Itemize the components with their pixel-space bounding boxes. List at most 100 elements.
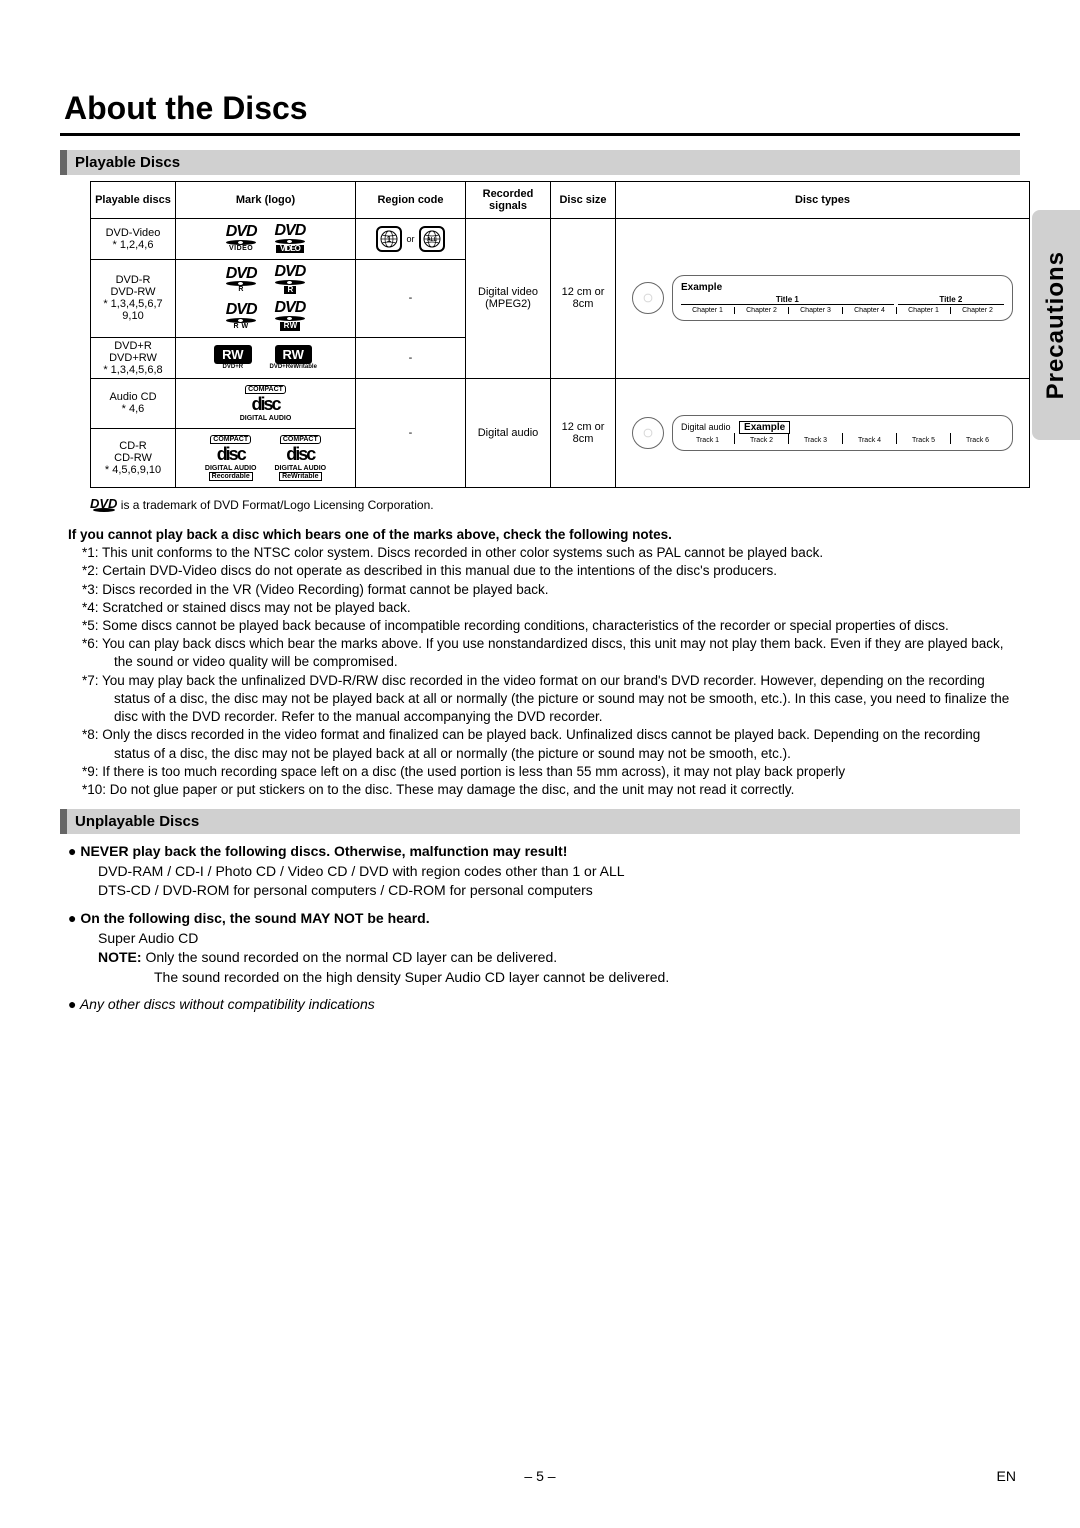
- cell-size: 12 cm or 8cm: [551, 219, 616, 379]
- title-1: Title 1: [681, 295, 894, 305]
- cell-disc: DVD-R DVD-RW * 1,3,4,5,6,7 9,10: [91, 260, 176, 337]
- table-row: DVD-Video * 1,2,4,6 DVDVIDEO DVDVIDEO 1 …: [91, 219, 1030, 260]
- cell-logo: RWDVD+R RWDVD+ReWritable: [176, 337, 356, 378]
- disc-icon: [632, 417, 664, 449]
- example-box-audio: Digital audio Example Track 1 Track 2 Tr…: [672, 415, 1013, 451]
- bullet-line: DTS-CD / DVD-ROM for personal computers …: [82, 882, 593, 898]
- footer: – 5 – EN: [0, 1468, 1080, 1484]
- table-row: Audio CD * 4,6 COMPACT disc DIGITAL AUDI…: [91, 378, 1030, 428]
- da-label: Digital audio: [681, 422, 731, 432]
- bullet-line: Super Audio CD: [82, 930, 198, 946]
- disc-sub: * 1,3,4,5,6,8: [95, 364, 171, 376]
- unplayable-bullets: ● NEVER play back the following discs. O…: [66, 842, 1020, 1015]
- lang-code: EN: [976, 1468, 1016, 1484]
- side-tab-label: Precautions: [1042, 251, 1070, 399]
- cdr-logo: COMPACTdisc DIGITAL AUDIO Recordable: [205, 435, 257, 481]
- dvdr-logo: DVDR: [226, 268, 257, 293]
- disc-label: DVD+R DVD+RW: [95, 340, 171, 364]
- rw-plus-rw: RWDVD+ReWritable: [270, 345, 317, 370]
- note-item: *7: You may play back the unfinalized DV…: [68, 672, 1020, 727]
- cell-region-dash: -: [356, 337, 466, 378]
- cell-types: Digital audio Example Track 1 Track 2 Tr…: [616, 378, 1030, 487]
- note-item: *3: Discs recorded in the VR (Video Reco…: [68, 581, 1020, 599]
- cell-logo: COMPACTdisc DIGITAL AUDIO Recordable COM…: [176, 428, 356, 487]
- th-mark: Mark (logo): [176, 182, 356, 219]
- cell-disc: DVD+R DVD+RW * 1,3,4,5,6,8: [91, 337, 176, 378]
- disc-sub: * 1,2,4,6: [95, 239, 171, 251]
- cell-disc: Audio CD * 4,6: [91, 378, 176, 428]
- disc-icon: [632, 282, 664, 314]
- side-tab: Precautions: [1032, 210, 1080, 440]
- svg-text:1: 1: [387, 235, 392, 244]
- note-item: *6: You can play back discs which bear t…: [68, 635, 1020, 671]
- cell-logo: COMPACT disc DIGITAL AUDIO: [176, 378, 356, 428]
- bullet-note: The sound recorded on the high density S…: [82, 969, 669, 985]
- example-label: Example: [681, 282, 722, 293]
- th-signals: Recorded signals: [466, 182, 551, 219]
- example-box: Example Title 1 Title 2 Chapter 1 Chapte…: [672, 275, 1013, 321]
- cdrw-logo: COMPACTdisc DIGITAL AUDIO ReWritable: [275, 435, 327, 481]
- cell-logo: DVDVIDEO DVDVIDEO: [176, 219, 356, 260]
- dvdr-logo-rev: DVDR: [275, 266, 306, 294]
- dvd-mark-icon: DVD: [90, 499, 117, 512]
- note-item: *10: Do not glue paper or put stickers o…: [68, 781, 1020, 799]
- disc-sub: * 1,3,4,5,6,7 9,10: [95, 298, 171, 322]
- trademark-text: is a trademark of DVD Format/Logo Licens…: [121, 498, 434, 512]
- dvdrw-logo: DVDR W: [226, 304, 257, 329]
- cell-types: Example Title 1 Title 2 Chapter 1 Chapte…: [616, 219, 1030, 379]
- disc-label: Audio CD: [95, 391, 171, 403]
- bullet-title: On the following disc, the sound MAY NOT…: [80, 910, 429, 926]
- disc-label: DVD-R DVD-RW: [95, 274, 171, 298]
- note-item: *4: Scratched or stained discs may not b…: [68, 599, 1020, 617]
- cell-region: 1 or ALL: [356, 219, 466, 260]
- dvd-video-logo: DVDVIDEO: [226, 226, 257, 251]
- region-or: or: [406, 234, 414, 244]
- dvdrw-logo-rev: DVDR W: [275, 302, 306, 330]
- cell-disc: DVD-Video * 1,2,4,6: [91, 219, 176, 260]
- notes-block: If you cannot play back a disc which bea…: [68, 526, 1020, 799]
- trademark-note: DVD is a trademark of DVD Format/Logo Li…: [90, 498, 1020, 512]
- page-title: About the Discs: [60, 90, 1020, 127]
- cell-size: 12 cm or 8cm: [551, 378, 616, 487]
- svg-text:ALL: ALL: [427, 237, 437, 243]
- cell-region-dash: -: [356, 260, 466, 337]
- bullet-title: NEVER play back the following discs. Oth…: [80, 843, 567, 859]
- note-item: *9: If there is too much recording space…: [68, 763, 1020, 781]
- note-item: *1: This unit conforms to the NTSC color…: [68, 544, 1020, 562]
- cell-logo: DVDR DVDR DVDR W DVDR W: [176, 260, 356, 337]
- dvd-video-logo-rev: DVDVIDEO: [275, 225, 306, 253]
- th-playable: Playable discs: [91, 182, 176, 219]
- note-item: *5: Some discs cannot be played back bec…: [68, 617, 1020, 635]
- bullet-note: NOTE: Only the sound recorded on the nor…: [82, 949, 557, 965]
- section-unplayable: Unplayable Discs: [60, 809, 1020, 834]
- th-region: Region code: [356, 182, 466, 219]
- cell-signals: Digital video (MPEG2): [466, 219, 551, 379]
- bullet-item: ● On the following disc, the sound MAY N…: [66, 909, 1020, 987]
- page-number: – 5 –: [104, 1468, 976, 1484]
- disc-sub: * 4,5,6,9,10: [95, 464, 171, 476]
- title-rule: [60, 133, 1020, 136]
- region-1-icon: 1: [376, 226, 402, 252]
- bullet-item: ● NEVER play back the following discs. O…: [66, 842, 1020, 901]
- cell-signals: Digital audio: [466, 378, 551, 487]
- th-size: Disc size: [551, 182, 616, 219]
- region-all-icon: ALL: [419, 226, 445, 252]
- note-item: *8: Only the discs recorded in the video…: [68, 726, 1020, 762]
- th-types: Disc types: [616, 182, 1030, 219]
- section-playable: Playable Discs: [60, 150, 1020, 175]
- notes-heading: If you cannot play back a disc which bea…: [68, 526, 1020, 544]
- disc-label: DVD-Video: [95, 227, 171, 239]
- cell-region-dash: -: [356, 378, 466, 487]
- bullet-item: ● Any other discs without compatibility …: [66, 995, 1020, 1015]
- cd-logo: COMPACT disc DIGITAL AUDIO: [240, 385, 292, 422]
- rw-plus-r: RWDVD+R: [214, 345, 251, 370]
- bullet-line: Any other discs without compatibility in…: [80, 996, 375, 1012]
- cell-disc: CD-R CD-RW * 4,5,6,9,10: [91, 428, 176, 487]
- bullet-line: DVD-RAM / CD-I / Photo CD / Video CD / D…: [82, 863, 625, 879]
- playable-table: Playable discs Mark (logo) Region code R…: [90, 181, 1030, 488]
- note-item: *2: Certain DVD-Video discs do not opera…: [68, 562, 1020, 580]
- title-2: Title 2: [898, 295, 1004, 305]
- disc-label: CD-R CD-RW: [95, 440, 171, 464]
- disc-sub: * 4,6: [95, 403, 171, 415]
- table-header-row: Playable discs Mark (logo) Region code R…: [91, 182, 1030, 219]
